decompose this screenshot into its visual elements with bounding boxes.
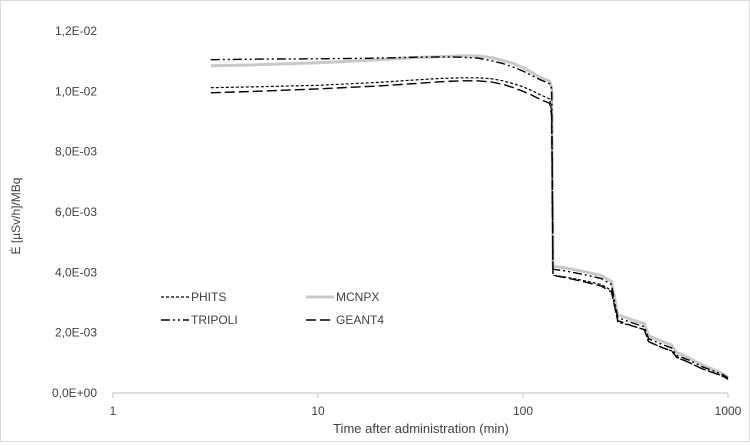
series-line-mcnpx — [210, 54, 729, 379]
x-axis: 1 10 100 1000 — [110, 393, 742, 418]
y-axis: 0,0E+00 2,0E-03 4,0E-03 6,0E-03 8,0E-03 1,0E-… — [52, 24, 97, 400]
x-tick-label: 10 — [311, 404, 325, 418]
y-tick-label: 0,0E+00 — [52, 386, 97, 400]
x-tick-label: 1000 — [715, 404, 742, 418]
y-tick-label: 1,2E-02 — [55, 24, 97, 38]
series-line-phits — [210, 77, 729, 380]
legend-label-phits: PHITS — [191, 290, 226, 304]
y-axis-label: Ė [µSv/h]/MBq — [9, 178, 23, 255]
y-tick-label: 2,0E-03 — [55, 326, 97, 340]
y-tick-label: 8,0E-03 — [55, 145, 97, 159]
legend: PHITS MCNPX TRIPOLI GEANT4 — [161, 290, 384, 327]
legend-label-mcnpx: MCNPX — [336, 290, 379, 304]
legend-label-tripoli: TRIPOLI — [191, 313, 238, 327]
series-layer — [210, 54, 729, 380]
legend-label-geant4: GEANT4 — [336, 313, 384, 327]
x-tick-label: 1 — [110, 404, 117, 418]
x-tick-label: 100 — [513, 404, 533, 418]
y-tick-label: 4,0E-03 — [55, 265, 97, 279]
y-tick-label: 1,0E-02 — [55, 84, 97, 98]
x-axis-label: Time after administration (min) — [333, 421, 509, 436]
series-line-tripoli — [210, 56, 729, 379]
y-tick-label: 6,0E-03 — [55, 205, 97, 219]
series-line-geant4 — [210, 80, 729, 380]
